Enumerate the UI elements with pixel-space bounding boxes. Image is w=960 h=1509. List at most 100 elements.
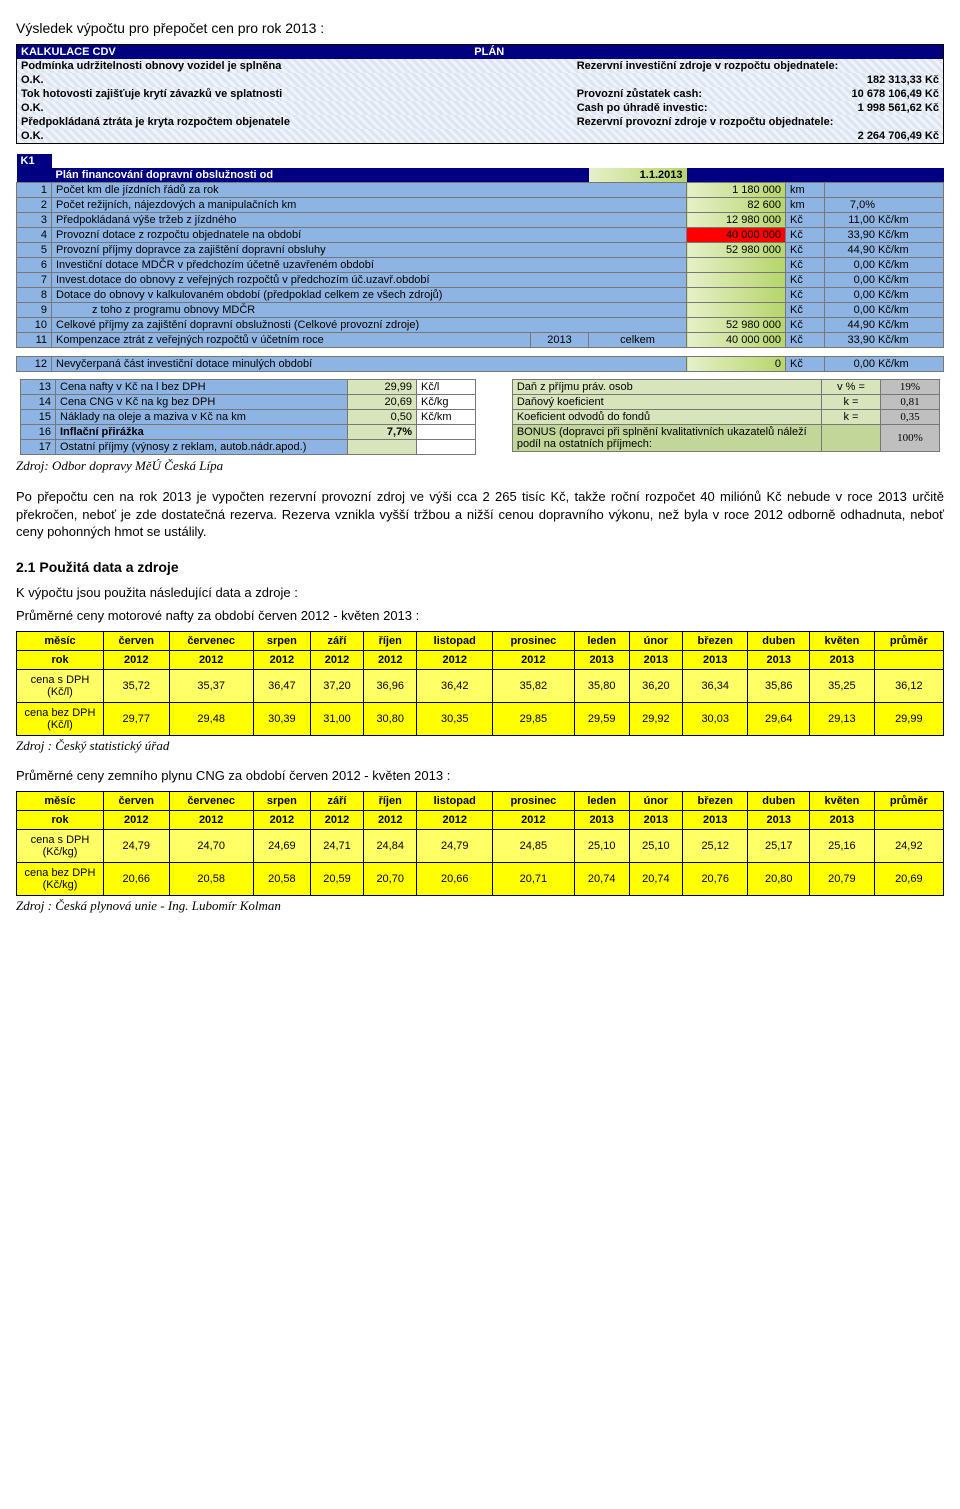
right-text: Koeficient odvodů do fondů	[512, 410, 821, 425]
row-unit: Kč	[786, 213, 825, 228]
cell: 24,85	[493, 829, 575, 862]
right-key	[822, 425, 881, 452]
cell: 20,80	[748, 862, 810, 895]
intro-line: K výpočtu jsou použita následující data …	[16, 585, 944, 600]
cell: 30,35	[417, 702, 493, 735]
cell: 20,69	[874, 862, 943, 895]
row-unit	[417, 440, 476, 455]
row-text: Invest.dotace do obnovy z veřejných rozp…	[52, 273, 687, 288]
row-num: 17	[21, 440, 56, 455]
hdr-month: prosinec	[493, 631, 575, 650]
row-unit: km	[786, 198, 825, 213]
row-rate-cell: 0,00 Kč/km	[825, 258, 944, 273]
row-unit: Kč	[786, 333, 825, 348]
row-rate-cell	[825, 183, 944, 198]
right-key: k =	[822, 395, 881, 410]
cell: 25,17	[748, 829, 810, 862]
cell: 36,34	[682, 669, 747, 702]
hdr-month: únor	[629, 791, 682, 810]
row-rate-cell: 44,90 Kč/km	[825, 243, 944, 258]
hdr-month: září	[310, 791, 363, 810]
cell: 25,12	[682, 829, 747, 862]
cell: 30,39	[253, 702, 310, 735]
right-val: 100%	[881, 425, 940, 452]
cell: 25,16	[810, 829, 875, 862]
row-label: cena s DPH (Kč/kg)	[17, 829, 104, 862]
row-val: 7,7%	[348, 425, 417, 440]
hdr-year: 2012	[364, 810, 417, 829]
hdr-year: 2012	[417, 650, 493, 669]
cdv-r5-right: Rezervní provozní zdroje v rozpočtu obje…	[573, 115, 944, 129]
right-key: k =	[822, 410, 881, 425]
cdv-r4-mid: Cash po úhradě investic:	[573, 101, 795, 115]
row-unit: Kč	[786, 303, 825, 318]
k1-bottom: 13Cena nafty v Kč na l bez DPH29,99Kč/l1…	[16, 378, 944, 456]
row-num: 15	[21, 410, 56, 425]
cell: 37,20	[310, 669, 363, 702]
section-21: 2.1 Použitá data a zdroje	[16, 559, 944, 575]
cell: 31,00	[310, 702, 363, 735]
cell: 24,69	[253, 829, 310, 862]
row-val: 52 980 000	[687, 318, 786, 333]
cell: 20,71	[493, 862, 575, 895]
hdr-month: únor	[629, 631, 682, 650]
hdr-year: 2013	[629, 810, 682, 829]
cell: 24,70	[169, 829, 253, 862]
source-nafta: Zdroj : Český statistický úřad	[16, 738, 944, 754]
hdr-month: leden	[574, 631, 629, 650]
cell: 29,92	[629, 702, 682, 735]
hdr-month: říjen	[364, 631, 417, 650]
row-val: 0	[687, 357, 786, 372]
hdr-year: 2012	[104, 650, 170, 669]
row-num: 16	[21, 425, 56, 440]
hdr-year: 2013	[810, 810, 875, 829]
hdr-month: květen	[810, 631, 875, 650]
cdv-r4-right: 1 998 561,62 Kč	[795, 101, 943, 115]
cell: 36,96	[364, 669, 417, 702]
row-text: Počet km dle jízdních řádů za rok	[52, 183, 687, 198]
row-val: 12 980 000	[687, 213, 786, 228]
row-rate-cell: 33,90 Kč/km	[825, 228, 944, 243]
cell: 20,66	[417, 862, 493, 895]
cell: 35,86	[748, 669, 810, 702]
cell: 36,47	[253, 669, 310, 702]
k1-title: Plán financování dopravní obslužnosti od	[52, 168, 589, 183]
row-label: cena s DPH (Kč/l)	[17, 669, 104, 702]
cell: 24,92	[874, 829, 943, 862]
cell: 20,58	[169, 862, 253, 895]
hdr-month: průměr	[874, 631, 943, 650]
row-num: 2	[17, 198, 52, 213]
hdr-month: březen	[682, 791, 747, 810]
cell: 30,80	[364, 702, 417, 735]
row-val	[687, 258, 786, 273]
hdr-year: 2012	[169, 650, 253, 669]
cell: 24,71	[310, 829, 363, 862]
cdv-r1-left: Podmínka udržitelnosti obnovy vozidel je…	[17, 59, 406, 73]
row-val: 1 180 000	[687, 183, 786, 198]
cell: 29,85	[493, 702, 575, 735]
row-text: Provozní příjmy dopravce za zajištění do…	[52, 243, 687, 258]
cell: 29,48	[169, 702, 253, 735]
hdr-month: prosinec	[493, 791, 575, 810]
cell: 20,76	[682, 862, 747, 895]
row-text: Cena nafty v Kč na l bez DPH	[56, 380, 348, 395]
hdr-year	[874, 650, 943, 669]
row-unit: Kč	[786, 273, 825, 288]
row-unit: Kč	[786, 228, 825, 243]
row-val: 29,99	[348, 380, 417, 395]
hdr-month: červenec	[169, 631, 253, 650]
row-unit: Kč	[786, 258, 825, 273]
hdr-month: červen	[104, 791, 170, 810]
row-val: 20,69	[348, 395, 417, 410]
hdr-year: 2013	[574, 810, 629, 829]
hdr-month: září	[310, 631, 363, 650]
row-num: 3	[17, 213, 52, 228]
row-num: 1	[17, 183, 52, 198]
row-num: 12	[17, 357, 52, 372]
hdr-month: červen	[104, 631, 170, 650]
row-rate-unit: Kč/km	[878, 358, 909, 370]
hdr-year: 2013	[748, 810, 810, 829]
cng-table: měsícčervenčervenecsrpenzáříříjenlistopa…	[16, 791, 944, 896]
hdr-month: duben	[748, 791, 810, 810]
row-unit: Kč	[786, 357, 825, 372]
